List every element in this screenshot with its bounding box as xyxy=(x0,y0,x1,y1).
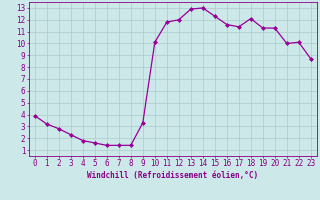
X-axis label: Windchill (Refroidissement éolien,°C): Windchill (Refroidissement éolien,°C) xyxy=(87,171,258,180)
